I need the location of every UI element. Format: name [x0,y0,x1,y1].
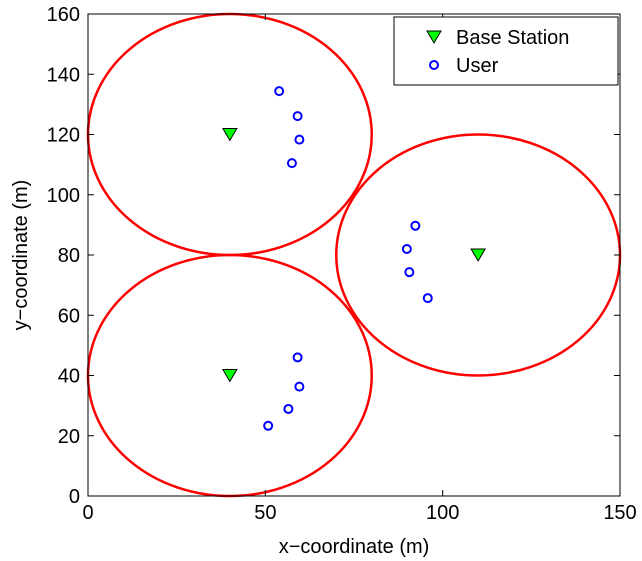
y-tick-label: 40 [58,366,80,388]
y-tick-label: 20 [58,426,80,448]
user-marker [274,86,285,97]
plot-frame [87,13,621,497]
data-marks-layer [221,86,487,431]
x-tick-label: 150 [603,502,636,524]
cell-coverage-layer [86,12,622,498]
x-tick-label: 100 [426,502,459,524]
user-marker [292,352,303,363]
y-axis-title: y−coordinate (m) [10,180,32,331]
user-marker [292,111,303,122]
y-tick-label: 140 [47,64,80,86]
y-tick-label: 0 [69,486,80,508]
user-marker [401,243,412,254]
legend-box [393,16,619,86]
legend: Base Station User [393,16,619,86]
y-tick-label: 160 [47,4,80,26]
user-marker [422,293,433,304]
user-marker [283,403,294,414]
x-tick-label: 50 [254,502,276,524]
x-axis-title: x−coordinate (m) [279,536,430,558]
user-marker [263,420,274,431]
user-marker [294,134,305,145]
y-tick-label: 100 [47,185,80,207]
user-marker [404,267,415,278]
legend-user-marker [429,60,439,70]
base-station-marker [221,128,238,142]
y-tick-label: 120 [47,125,80,147]
y-tick-label: 60 [58,305,80,327]
legend-base-station-label: Base Station [456,27,569,49]
user-marker [410,220,421,231]
base-station-marker [470,248,487,262]
x-tick-label: 0 [82,502,93,524]
user-marker [294,381,305,392]
axis-ticks-layer: 0 50 100 150 0 20 40 60 80 100 120 140 160 [47,4,637,524]
y-tick-label: 80 [58,245,80,267]
legend-user-label: User [456,55,499,77]
base-station-marker [221,369,238,383]
legend-base-station-marker [426,30,442,44]
user-marker [286,158,297,169]
